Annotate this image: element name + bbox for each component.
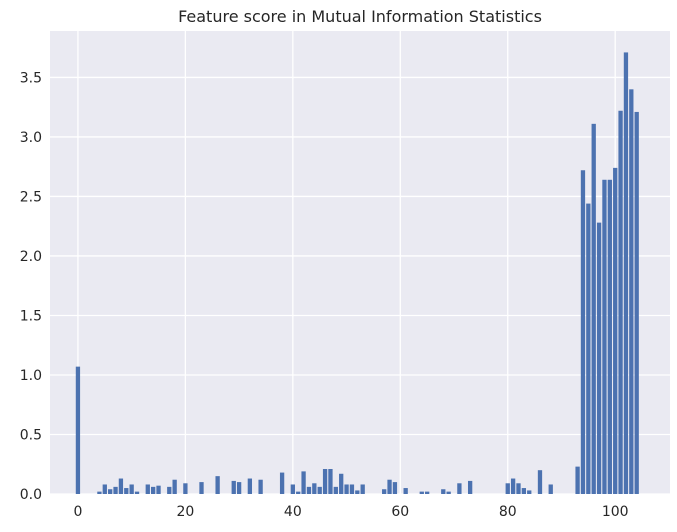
- bar: [258, 479, 263, 494]
- bar: [591, 123, 596, 494]
- bar: [467, 480, 473, 494]
- bar: [441, 489, 446, 494]
- bar: [419, 491, 424, 494]
- bar: [613, 167, 618, 495]
- y-tick-label: 0.5: [20, 427, 42, 443]
- bar: [446, 491, 451, 494]
- y-tick-label: 0.0: [20, 487, 42, 503]
- x-tick-label: 20: [176, 504, 194, 520]
- bar: [349, 484, 355, 494]
- y-tick-label: 1.5: [20, 308, 42, 324]
- y-tick-label: 1.0: [20, 368, 42, 384]
- bar: [134, 491, 140, 494]
- bar: [231, 480, 236, 494]
- bar: [634, 111, 639, 494]
- bar: [623, 52, 629, 494]
- bar: [505, 483, 510, 494]
- bar: [387, 479, 392, 494]
- y-tick-label: 3.0: [20, 130, 42, 146]
- bar: [328, 469, 333, 494]
- bar: [145, 484, 150, 494]
- bar: [403, 488, 408, 494]
- bar: [602, 179, 607, 494]
- bar: [124, 488, 129, 494]
- bar: [322, 469, 328, 494]
- y-tick-label: 3.5: [20, 70, 42, 86]
- bar: [306, 486, 312, 494]
- bar: [102, 484, 107, 494]
- bar: [301, 471, 306, 494]
- x-tick-label: 60: [391, 504, 409, 520]
- bar: [97, 491, 102, 494]
- bar: [586, 203, 591, 494]
- bar: [75, 366, 81, 494]
- bar: [537, 470, 543, 494]
- chart-title: Feature score in Mutual Information Stat…: [178, 7, 542, 26]
- bar: [118, 478, 124, 494]
- bar: [108, 489, 113, 494]
- bar: [629, 89, 634, 494]
- x-tick-label: 0: [73, 504, 82, 520]
- bar: [199, 482, 204, 494]
- bar: [516, 483, 521, 494]
- bar: [607, 179, 612, 494]
- y-tick-label: 2.5: [20, 189, 42, 205]
- bar: [521, 488, 527, 494]
- x-tick-label: 80: [499, 504, 517, 520]
- bar: [548, 484, 553, 494]
- bar: [527, 490, 532, 494]
- bar: [510, 478, 516, 494]
- bar: [333, 486, 338, 494]
- bars: [75, 52, 639, 495]
- bar: [457, 483, 462, 494]
- bar: [113, 486, 118, 494]
- bar: [172, 479, 177, 494]
- bar: [151, 486, 156, 494]
- bar: [580, 170, 586, 494]
- bar: [236, 482, 242, 494]
- bar: [317, 486, 322, 494]
- bar: [290, 484, 295, 494]
- bar: [129, 484, 134, 494]
- bar: [596, 222, 602, 494]
- bar: [247, 478, 253, 494]
- x-tick-label: 40: [284, 504, 302, 520]
- bar: [296, 491, 301, 494]
- bar: [279, 472, 285, 494]
- bar: [360, 484, 365, 494]
- x-tick-label: 100: [602, 504, 629, 520]
- y-tick-labels: 0.0 0.5 1.0 1.5 2.0 2.5 3.0 3.5: [20, 70, 42, 503]
- bar: [425, 491, 430, 494]
- bar: [156, 485, 161, 494]
- bar: [215, 476, 220, 494]
- bar: [382, 489, 387, 494]
- bar: [575, 466, 580, 494]
- bar: [392, 482, 398, 494]
- plot-area: [50, 31, 670, 494]
- bar: [312, 483, 317, 494]
- x-tick-labels: 0 20 40 60 80 100: [73, 504, 628, 520]
- bar: [339, 473, 344, 494]
- bar: [355, 490, 360, 494]
- bar: [167, 486, 172, 494]
- bar: [183, 483, 188, 494]
- y-tick-label: 2.0: [20, 249, 42, 265]
- bar: [618, 110, 623, 495]
- bar: [344, 484, 349, 494]
